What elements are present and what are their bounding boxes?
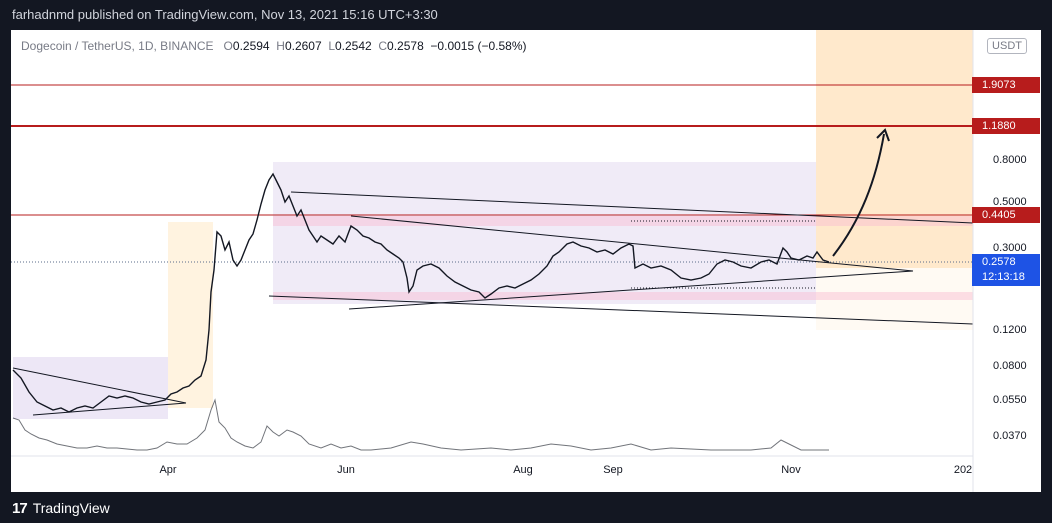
price-tick: 0.3000 [993, 242, 1027, 254]
left-range-box [13, 357, 168, 419]
tradingview-logo-icon: 17 [12, 500, 28, 517]
left-triangle-upper[interactable] [12, 367, 187, 404]
level-flag-0-4405[interactable]: 0.4405 [972, 207, 1040, 223]
time-tick: 202 [953, 464, 973, 476]
brand-name: TradingView [32, 500, 110, 516]
tradingview-logo[interactable]: 17 TradingView [12, 499, 110, 518]
left-triangle-lower[interactable] [32, 402, 187, 416]
volume-profile [12, 398, 829, 451]
target-zone-box [816, 30, 973, 268]
close-label: C [378, 39, 388, 53]
time-tick: Jun [337, 464, 355, 476]
resistance-zone-band [273, 216, 973, 226]
open-value: 0.2594 [232, 39, 270, 53]
time-tick: Aug [513, 464, 533, 476]
support-zone-band [273, 292, 973, 300]
bar-countdown: 12:13:18 [982, 271, 1025, 283]
triangle-upper-trendline[interactable] [350, 215, 914, 272]
change-value: −0.0015 (−0.58%) [430, 39, 527, 53]
target-zone-lower [816, 268, 973, 330]
close-value: 0.2578 [387, 39, 424, 53]
high-value: 0.2607 [284, 39, 322, 53]
price-path [12, 172, 830, 413]
price-tick: 0.0550 [993, 394, 1027, 406]
consolidation-range-box [273, 162, 816, 304]
price-tick: 0.1200 [993, 324, 1027, 336]
level-flag-1-1880[interactable]: 1.1880 [972, 118, 1040, 134]
price-tick: 0.8000 [993, 154, 1027, 166]
time-tick: Nov [781, 464, 801, 476]
currency-scale-label[interactable]: USDT [987, 38, 1027, 54]
high-label: H [276, 39, 285, 53]
low-value: 0.2542 [335, 39, 372, 53]
channel-upper-trendline[interactable] [290, 191, 974, 224]
symbol-name[interactable]: Dogecoin / TetherUS, 1D, BINANCE [21, 39, 214, 53]
time-tick: Apr [159, 464, 177, 476]
last-price-flag: 0.2578 12:13:18 [972, 254, 1040, 286]
price-chart[interactable] [11, 30, 1041, 492]
breakout-zone-box [168, 222, 213, 408]
triangle-lower-trendline[interactable] [348, 270, 914, 310]
price-tick: 0.0800 [993, 360, 1027, 372]
publisher-header: farhadnmd published on TradingView.com, … [0, 0, 1052, 30]
symbol-legend: Dogecoin / TetherUS, 1D, BINANCE O0.2594… [21, 39, 527, 53]
open-label: O [223, 39, 233, 53]
arrow-head [876, 128, 890, 142]
time-tick: Sep [603, 464, 623, 476]
low-label: L [328, 39, 335, 53]
price-tick: 0.5000 [993, 196, 1027, 208]
last-price-value: 0.2578 [982, 256, 1016, 268]
price-tick: 0.0370 [993, 430, 1027, 442]
channel-lower-trendline[interactable] [268, 295, 974, 325]
chart-area[interactable]: Dogecoin / TetherUS, 1D, BINANCE O0.2594… [11, 30, 1041, 492]
publisher-line: farhadnmd published on TradingView.com, … [12, 7, 438, 22]
level-flag-1-9073[interactable]: 1.9073 [972, 77, 1040, 93]
footer-bar: 17 TradingView [0, 492, 1052, 523]
breakout-projection-arrow[interactable] [832, 133, 885, 257]
